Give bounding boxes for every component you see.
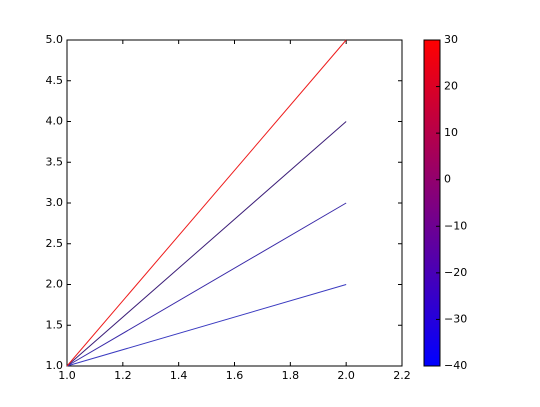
colorbar-tick-label: −10 bbox=[444, 219, 467, 232]
colorbar-tick-label: 20 bbox=[444, 80, 458, 93]
x-tick-label: 1.4 bbox=[170, 369, 188, 382]
colorbar bbox=[423, 39, 441, 367]
x-tick-label: 1.2 bbox=[114, 369, 132, 382]
x-tick-label: 1.0 bbox=[58, 369, 76, 382]
colorbar-tick-label: −40 bbox=[444, 359, 467, 372]
x-tick-label: 2.2 bbox=[393, 369, 411, 382]
colorbar-tick-label: 0 bbox=[444, 173, 451, 186]
x-tick-label: 2.0 bbox=[337, 369, 355, 382]
y-tick-label: 2.5 bbox=[46, 237, 64, 250]
line bbox=[66, 202, 347, 367]
y-tick-label: 2.0 bbox=[46, 278, 64, 291]
x-tick-label: 1.6 bbox=[226, 369, 244, 382]
y-tick-label: 4.0 bbox=[46, 115, 64, 128]
y-tick-label: 1.5 bbox=[46, 318, 64, 331]
colorbar-tick-label: −20 bbox=[444, 266, 467, 279]
y-tick-label: 4.5 bbox=[46, 74, 64, 87]
colorbar-tick-label: 30 bbox=[444, 33, 458, 46]
y-tick-label: 3.0 bbox=[46, 196, 64, 209]
x-tick-label: 1.8 bbox=[282, 369, 300, 382]
y-tick-label: 1.0 bbox=[46, 359, 64, 372]
colorbar-tick-label: −30 bbox=[444, 312, 467, 325]
y-tick-label: 3.5 bbox=[46, 155, 64, 168]
line bbox=[66, 121, 347, 367]
colorbar-tick-label: 10 bbox=[444, 126, 458, 139]
line bbox=[66, 39, 347, 367]
y-tick-label: 5.0 bbox=[46, 33, 64, 46]
line bbox=[66, 284, 347, 367]
